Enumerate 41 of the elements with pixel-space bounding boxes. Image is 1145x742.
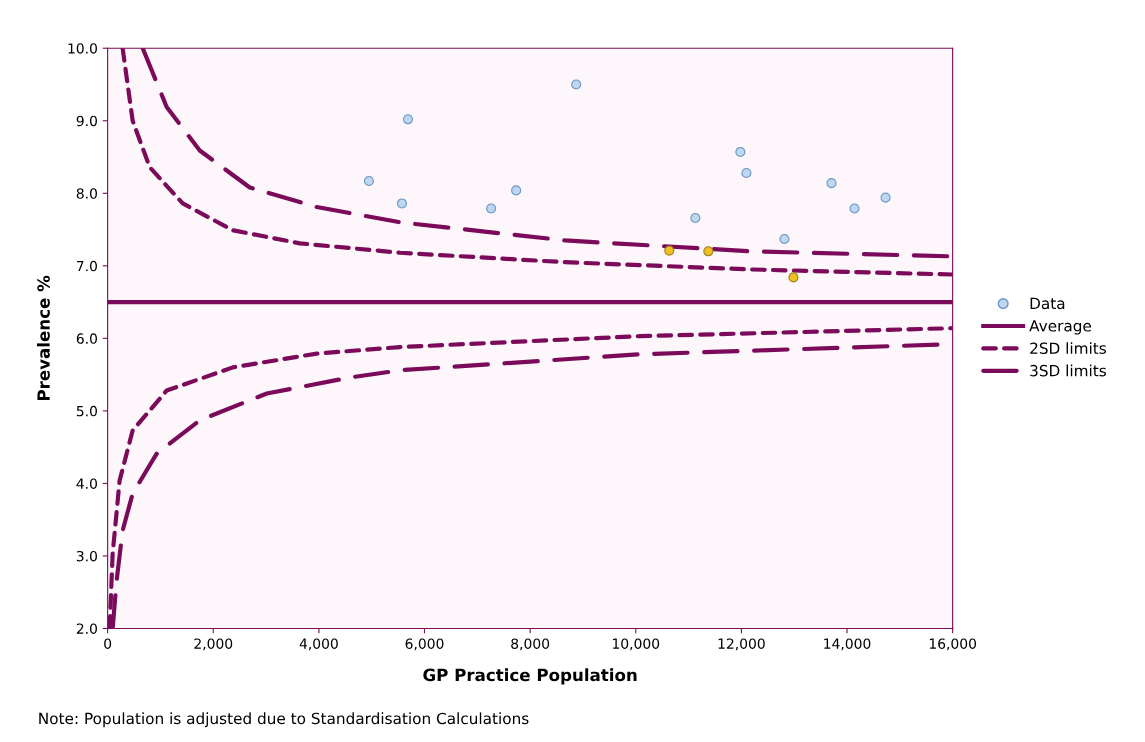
point (741, 167, 752, 179)
point (363, 175, 375, 187)
x-tick-label: 10,000 (612, 638, 660, 651)
point (880, 192, 891, 203)
point (402, 114, 414, 125)
y-tick-label: 9.0 (76, 115, 97, 127)
x-tick-label: 4,000 (299, 638, 338, 651)
x-tick-label: 16,000 (929, 638, 977, 651)
legend-label: 2SD limits (1030, 342, 1106, 354)
y-tick-label: 3.0 (76, 550, 97, 562)
y-tick-label: 4.0 (76, 478, 97, 489)
point (511, 185, 522, 196)
y-axis-title: Prevalence % (36, 275, 50, 401)
point (396, 198, 408, 209)
x-tick-label: 6,000 (405, 638, 444, 651)
point (735, 146, 746, 158)
x-tick-label: 8,000 (511, 638, 550, 651)
point (849, 203, 860, 214)
text: Note: Population is adjusted due to Standardisation Calculations (39, 712, 529, 728)
x-tick-label: 0 (104, 638, 112, 649)
point (486, 203, 497, 214)
legend-label: 3SD limits (1030, 364, 1106, 377)
y-tick-label: 7.0 (76, 260, 97, 272)
y-tick-label: 6.0 (76, 333, 97, 344)
y-tick-label: 10.0 (68, 43, 97, 54)
point (690, 212, 701, 224)
x-tick-label: 12,000 (718, 638, 765, 651)
legend-label: Data (1030, 297, 1065, 310)
y-tick-label: 2.0 (76, 623, 97, 634)
legend-label: Average (1029, 320, 1092, 335)
point (664, 245, 675, 256)
x-tick-label: 14,000 (824, 638, 871, 651)
point (779, 233, 790, 245)
y-tick-label: 8.0 (76, 188, 97, 199)
point (826, 178, 837, 189)
point (788, 272, 799, 283)
x-tick-label: 2,000 (194, 638, 233, 651)
point (703, 246, 714, 257)
point (571, 79, 582, 90)
y-tick-label: 5.0 (76, 405, 97, 417)
x-axis-title: GP Practice Population (423, 668, 637, 685)
